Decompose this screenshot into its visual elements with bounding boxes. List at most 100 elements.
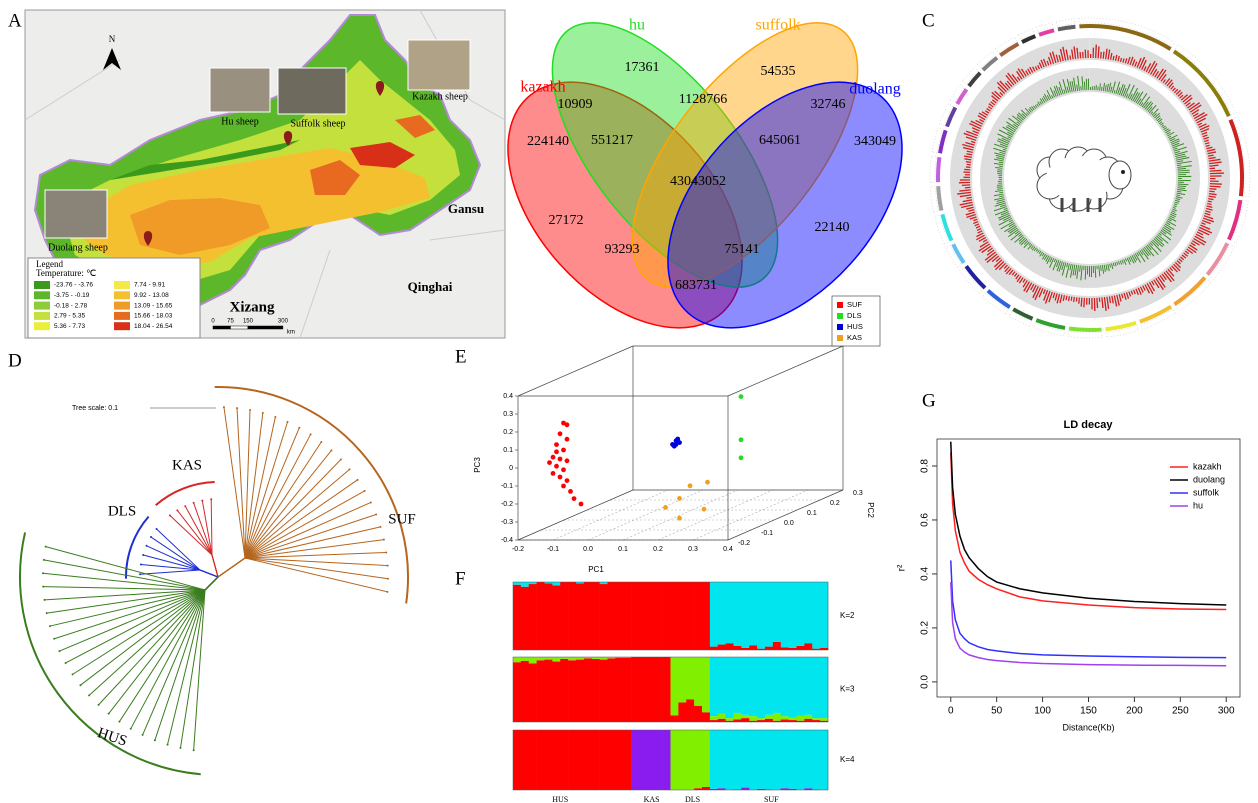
ancestry-segment xyxy=(615,730,623,790)
ancestry-segment xyxy=(529,730,537,790)
ancestry-segment xyxy=(560,582,568,650)
ancestry-segment xyxy=(765,647,773,650)
ancestry-segment xyxy=(797,730,805,790)
ancestry-segment xyxy=(741,718,749,722)
y-tick-label: 0 xyxy=(509,465,513,472)
pca-point xyxy=(739,437,744,442)
ancestry-segment xyxy=(718,645,726,650)
y-tick-label: -0.2 xyxy=(501,501,513,508)
ancestry-segment xyxy=(702,787,710,790)
tree-leaf xyxy=(42,586,44,588)
ancestry-segment xyxy=(734,646,742,650)
ancestry-segment xyxy=(686,582,694,650)
z-axis-title: PC2 xyxy=(866,502,875,518)
ancestry-segment xyxy=(797,657,805,716)
ancestry-segment xyxy=(710,582,718,647)
legend-label: -0.18 - 2.78 xyxy=(54,302,88,309)
ancestry-segment xyxy=(726,730,734,790)
track-bar xyxy=(1086,298,1087,305)
tree-branch xyxy=(218,502,371,577)
sheep-photo xyxy=(408,40,470,90)
pca-point xyxy=(688,483,693,488)
ancestry-segment xyxy=(686,657,694,699)
ancestry-segment xyxy=(702,582,710,650)
scale-segment xyxy=(230,326,247,329)
tree-leaf xyxy=(43,559,45,561)
x-tick-label: 250 xyxy=(1172,706,1189,717)
ancestry-segment xyxy=(773,642,781,650)
tree-leaf xyxy=(223,406,225,408)
pca-point xyxy=(568,489,573,494)
legend-swatch xyxy=(114,302,130,310)
tree-leaf xyxy=(142,734,144,736)
clade-label: KAS xyxy=(172,457,202,473)
y-tick-label: 0.8 xyxy=(920,459,931,473)
ancestry-segment xyxy=(560,657,568,659)
track-bar xyxy=(998,181,1002,182)
legend-swatch xyxy=(34,302,50,310)
pca-point xyxy=(565,478,570,483)
ancestry-segment xyxy=(773,582,781,642)
y-axis-title: PC3 xyxy=(473,457,482,473)
ancestry-segment xyxy=(749,657,757,716)
tree-leaf xyxy=(193,749,195,751)
tree-leaf xyxy=(379,526,381,528)
ancestry-segment xyxy=(513,585,521,650)
chromosome-arc xyxy=(936,186,943,211)
tree-branch xyxy=(218,558,388,577)
track-bar xyxy=(960,179,970,180)
ancestry-segment xyxy=(671,730,679,790)
tree-branch xyxy=(218,491,365,577)
figure: ABCDEFGNHu sheepSuffolk sheepKazakh shee… xyxy=(0,0,1258,803)
ancestry-segment xyxy=(781,788,789,790)
ancestry-segment xyxy=(623,658,631,722)
k-label: K=3 xyxy=(840,685,855,694)
track-bar xyxy=(965,174,970,175)
ancestry-segment xyxy=(545,583,553,650)
z-tick-label: -0.1 xyxy=(761,530,773,537)
legend-swatch xyxy=(837,313,843,319)
ancestry-segment xyxy=(513,582,521,585)
sheep-label: Hu sheep xyxy=(221,116,259,127)
tree-leaf xyxy=(42,572,44,574)
venn-set-label: hu xyxy=(629,17,645,34)
ancestry-segment xyxy=(812,720,820,722)
ancestry-segment xyxy=(789,648,797,650)
x-tick-label: 0.3 xyxy=(688,546,698,553)
chromosome-arc xyxy=(936,157,941,182)
scale-tick-label: 75 xyxy=(227,319,234,325)
ancestry-segment xyxy=(804,730,812,788)
ancestry-segment xyxy=(545,660,553,722)
y-tick-label: 0.3 xyxy=(503,411,513,418)
ancestry-segment xyxy=(734,657,742,713)
scale-segment xyxy=(213,326,230,329)
page: ABCDEFGNHu sheepSuffolk sheepKazakh shee… xyxy=(0,0,1258,803)
ancestry-segment xyxy=(781,582,789,647)
ancestry-segment xyxy=(804,719,812,722)
tree-branch xyxy=(202,501,218,577)
ancestry-segment xyxy=(765,719,773,722)
clade-arc xyxy=(156,482,215,505)
ancestry-segment xyxy=(820,582,828,648)
pca-point xyxy=(677,496,682,501)
ancestry-segment xyxy=(812,582,820,649)
venn-count: 43043052 xyxy=(670,174,726,189)
ancestry-segment xyxy=(545,730,553,790)
scale-tick-label: 150 xyxy=(243,319,254,325)
ancestry-segment xyxy=(749,582,757,645)
panel-label: C xyxy=(922,10,935,31)
ancestry-segment xyxy=(521,657,529,661)
z-tick-label: 0.3 xyxy=(853,490,863,497)
ancestry-segment xyxy=(797,582,805,646)
chromosome-arc xyxy=(1036,318,1066,330)
ancestry-segment xyxy=(576,657,584,660)
ancestry-segment xyxy=(639,582,647,650)
legend-swatch xyxy=(114,312,130,320)
tree-leaf xyxy=(249,409,251,411)
ancestry-segment xyxy=(812,657,820,718)
panel-label: E xyxy=(455,346,467,367)
pca-point xyxy=(547,460,552,465)
ancestry-segment xyxy=(789,720,797,722)
panel-label: D xyxy=(8,350,22,371)
legend-label: 13.09 - 15.65 xyxy=(134,302,173,309)
